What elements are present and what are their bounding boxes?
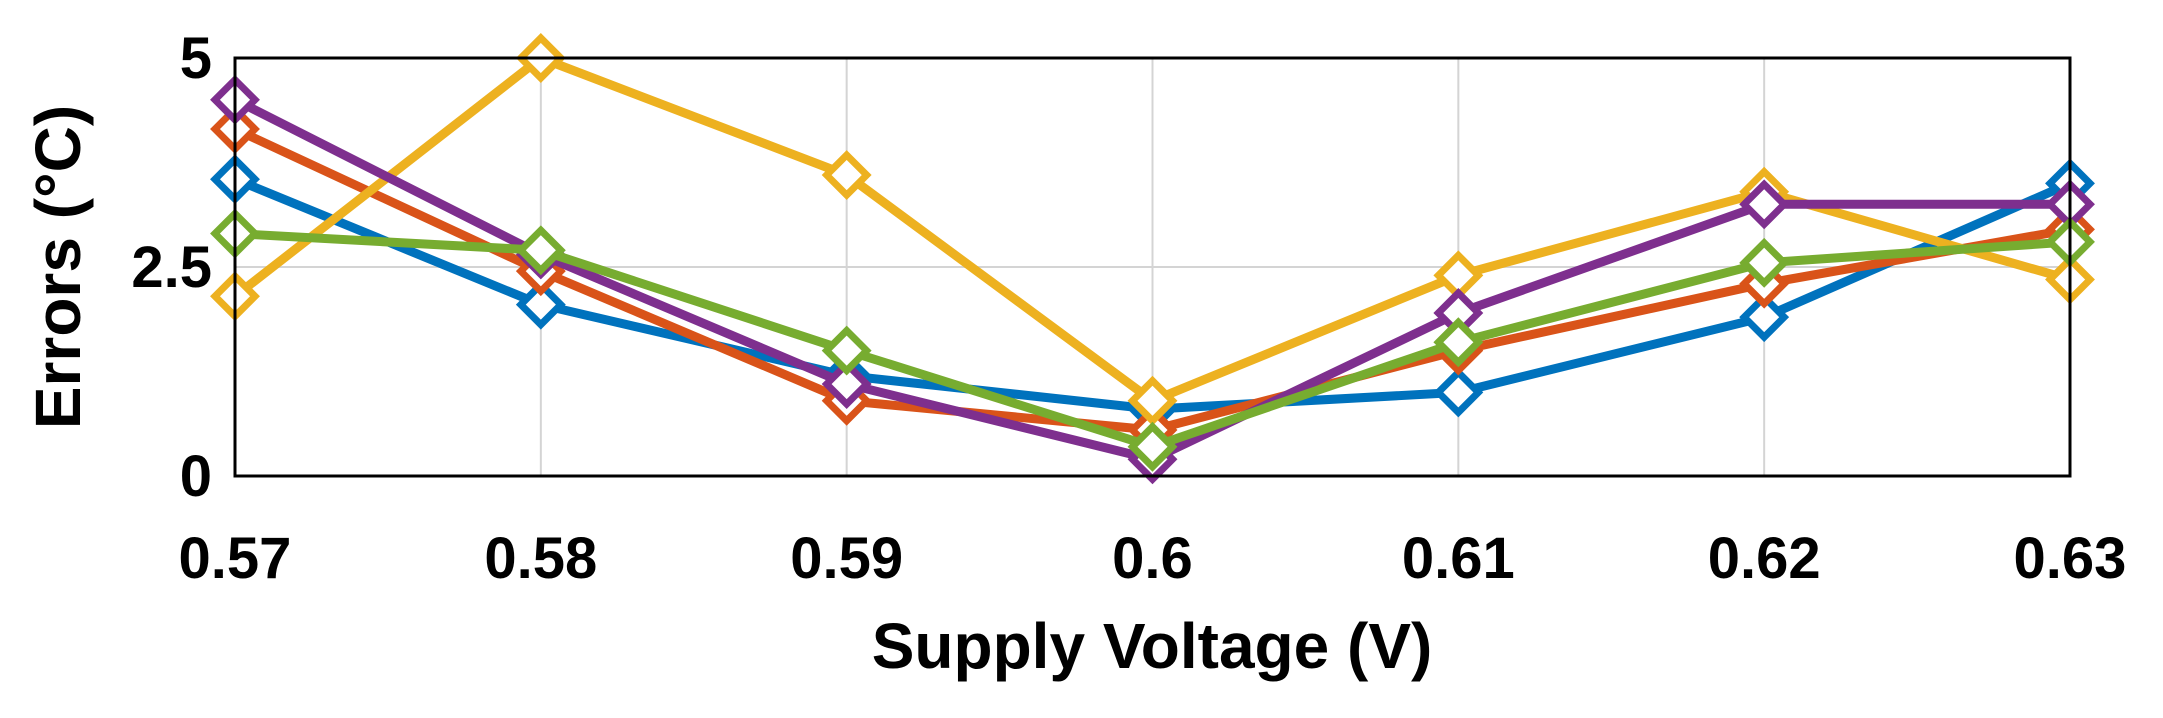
x-tick-label: 0.58 xyxy=(484,526,597,591)
y-axis-tick-labels: 02.55 xyxy=(131,26,212,509)
y-tick-label: 0 xyxy=(180,444,212,509)
data-point-green xyxy=(1739,237,1790,288)
data-point-purple xyxy=(821,359,872,409)
data-point-yellow xyxy=(821,150,872,200)
data-point-purple xyxy=(1739,179,1790,230)
y-axis-title: Errors (°C) xyxy=(22,105,94,429)
y-tick-label: 5 xyxy=(180,26,212,91)
data-point-blue xyxy=(1433,367,1484,418)
data-point-green xyxy=(821,325,872,376)
x-tick-label: 0.59 xyxy=(790,526,903,591)
data-point-green xyxy=(515,225,566,276)
x-tick-label: 0.6 xyxy=(1112,526,1193,591)
series-green xyxy=(210,208,2095,472)
x-tick-label: 0.62 xyxy=(1708,526,1821,591)
data-point-green xyxy=(1127,421,1178,472)
x-axis-tick-labels: 0.57 0.58 0.59 0.6 0.61 0.62 0.63 xyxy=(179,526,2127,591)
plot-frame xyxy=(233,56,2072,478)
data-point-blue xyxy=(1739,292,1790,343)
x-tick-label: 0.61 xyxy=(1402,526,1515,591)
data-point-blue xyxy=(515,279,566,330)
x-tick-label: 0.57 xyxy=(179,526,292,591)
x-tick-label: 0.63 xyxy=(2014,526,2127,591)
y-tick-label: 2.5 xyxy=(131,235,212,300)
x-axis-title: Supply Voltage (V) xyxy=(872,610,1433,682)
data-point-yellow xyxy=(1127,375,1178,426)
data-point-green xyxy=(1433,317,1484,368)
